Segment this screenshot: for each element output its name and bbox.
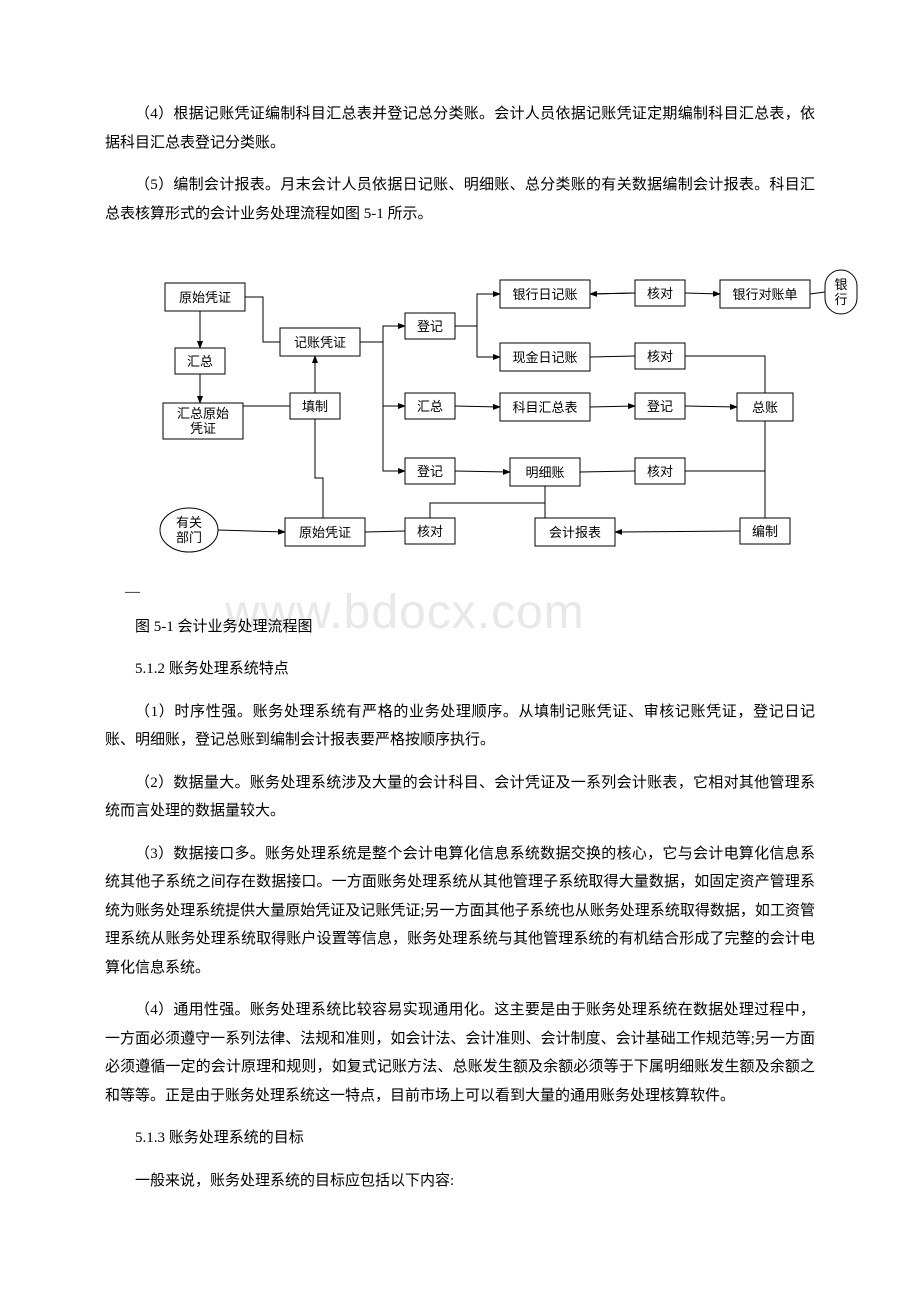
para-feature-2: （2）数据量大。账务处理系统涉及大量的会计科目、会计凭证及一系列会计账表，它相对… (105, 769, 815, 826)
heading-5-1-2: 5.1.2 账务处理系统特点 (105, 655, 815, 684)
para-4: （4）根据记账凭证编制科目汇总表并登记总分类账。会计人员依据记账凭证定期编制科目… (105, 100, 815, 157)
svg-text:登记: 登记 (647, 399, 673, 414)
svg-text:核对: 核对 (647, 286, 673, 301)
svg-text:汇总: 汇总 (187, 354, 213, 369)
svg-text:登记: 登记 (417, 319, 443, 334)
svg-text:核对: 核对 (647, 349, 673, 364)
svg-text:记账凭证: 记账凭证 (294, 335, 346, 350)
svg-text:凭证: 凭证 (190, 421, 216, 436)
svg-text:编制: 编制 (752, 524, 778, 539)
para-feature-4: （4）通用性强。账务处理系统比较容易实现通用化。这主要是由于账务处理系统在数据处… (105, 996, 815, 1110)
svg-text:原始凭证: 原始凭证 (179, 290, 231, 305)
svg-text:明细账: 明细账 (525, 465, 564, 480)
figure-tick: — (125, 578, 815, 607)
svg-text:银: 银 (834, 277, 847, 292)
svg-text:汇总: 汇总 (417, 399, 443, 414)
para-goal-intro: 一般来说，账务处理系统的目标应包括以下内容: (105, 1167, 815, 1196)
svg-text:现金日记账: 现金日记账 (512, 350, 577, 365)
svg-text:核对: 核对 (417, 524, 443, 539)
svg-text:填制: 填制 (302, 399, 328, 414)
para-feature-1: （1）时序性强。账务处理系统有严格的业务处理顺序。从填制记账凭证、审核记账凭证，… (105, 698, 815, 755)
svg-text:银行日记账: 银行日记账 (512, 287, 577, 302)
svg-text:有关: 有关 (176, 515, 202, 530)
svg-text:登记: 登记 (417, 464, 443, 479)
figure-5-1: 原始凭证汇总汇总原始凭证有关部门记账凭证填制原始凭证登记汇总登记核对银行日记账现… (105, 258, 815, 568)
para-5: （5）编制会计报表。月末会计人员依据日记账、明细账、总分类账的有关数据编制会计报… (105, 171, 815, 228)
svg-text:会计报表: 会计报表 (549, 525, 601, 540)
para-feature-3: （3）数据接口多。账务处理系统是整个会计电算化信息系统数据交换的核心，它与会计电… (105, 840, 815, 983)
svg-text:汇总原始: 汇总原始 (177, 406, 229, 421)
heading-5-1-3: 5.1.3 账务处理系统的目标 (105, 1124, 815, 1153)
svg-text:原始凭证: 原始凭证 (299, 525, 351, 540)
flowchart-svg: 原始凭证汇总汇总原始凭证有关部门记账凭证填制原始凭证登记汇总登记核对银行日记账现… (105, 258, 865, 568)
svg-text:科目汇总表: 科目汇总表 (512, 400, 577, 415)
figure-caption: 图 5-1 会计业务处理流程图 (135, 613, 815, 642)
svg-text:核对: 核对 (647, 464, 673, 479)
svg-text:部门: 部门 (176, 530, 202, 545)
svg-text:银行对账单: 银行对账单 (732, 287, 797, 302)
svg-text:行: 行 (834, 292, 847, 307)
svg-text:总账: 总账 (752, 400, 778, 415)
